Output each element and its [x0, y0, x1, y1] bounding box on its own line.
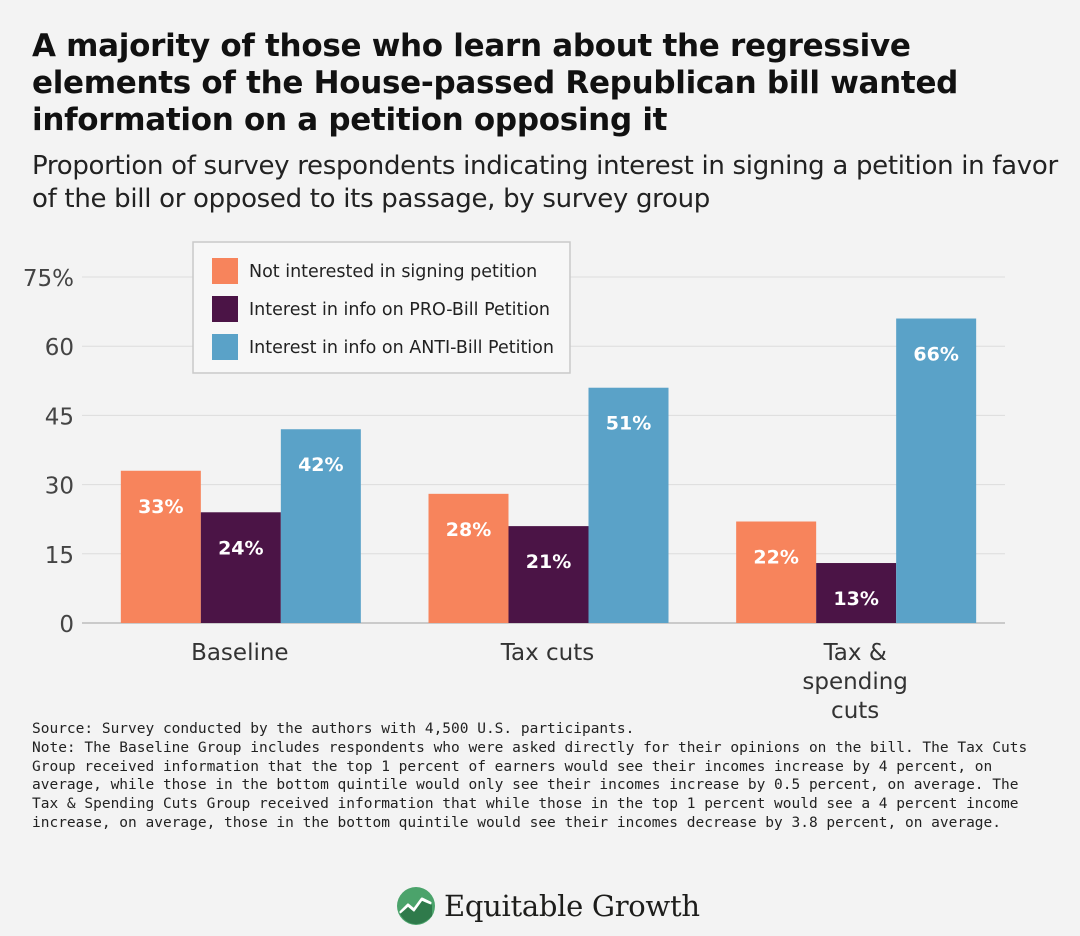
- legend-swatch: [212, 296, 238, 322]
- chart-title: A majority of those who learn about the …: [32, 28, 959, 138]
- legend-label: Interest in info on PRO-Bill Petition: [249, 300, 550, 320]
- y-tick-label: 75%: [23, 266, 74, 292]
- legend-label: Interest in info on ANTI-Bill Petition: [249, 338, 554, 358]
- source-note: Source: Survey conducted by the authors …: [32, 721, 635, 737]
- y-tick-label: 45: [45, 404, 74, 430]
- legend-box: [192, 241, 571, 374]
- bar-value-label: 28%: [446, 519, 491, 541]
- x-tick-label: Baseline: [191, 640, 289, 666]
- notes: Source: Survey conducted by the authors …: [32, 720, 1032, 833]
- bar-value-label: 33%: [138, 496, 183, 518]
- y-tick-label: 60: [45, 335, 74, 361]
- bar-not-interested: [120, 470, 201, 623]
- x-tick-label: cuts: [831, 698, 879, 720]
- bar-value-label: 21%: [526, 551, 571, 573]
- bar-value-label: 66%: [913, 344, 958, 366]
- legend-swatch: [212, 258, 238, 284]
- bar-value-label: 51%: [606, 413, 651, 435]
- bar-pro-bill: [816, 563, 897, 623]
- bar-value-label: 42%: [298, 454, 343, 476]
- y-tick-label: 0: [59, 612, 74, 638]
- bar-chart: 0 15 30 45 60 75% 33% 24% 42% Baseline 28% 21% 51% Ta…: [23, 241, 1005, 720]
- brand-logo: Equitable Growth: [396, 884, 700, 928]
- bar-not-interested: [428, 493, 509, 623]
- bar-anti-bill: [588, 387, 669, 623]
- legend-label: Not interested in signing petition: [249, 262, 537, 282]
- methodology-note: Note: The Baseline Group includes respon…: [32, 739, 1028, 831]
- y-tick-label: 15: [45, 543, 74, 569]
- bar-value-label: 13%: [833, 588, 878, 610]
- growth-chart-logo-icon: [397, 887, 435, 925]
- bar-pro-bill: [508, 526, 589, 623]
- x-tick-label: Tax cuts: [500, 640, 594, 666]
- bar-not-interested: [736, 521, 817, 623]
- bar-anti-bill: [896, 318, 977, 623]
- bar-pro-bill: [200, 512, 281, 623]
- bar-value-label: 22%: [753, 547, 798, 569]
- y-tick-label: 30: [45, 474, 74, 500]
- logo-text: Equitable Growth: [444, 889, 700, 923]
- bar-value-label: 24%: [218, 537, 263, 559]
- x-tick-label: Tax &: [823, 640, 887, 666]
- bar-anti-bill: [280, 429, 361, 623]
- legend-swatch: [212, 334, 238, 360]
- chart-subtitle: Proportion of survey respondents indicat…: [32, 151, 1058, 214]
- x-tick-label: spending: [802, 669, 907, 695]
